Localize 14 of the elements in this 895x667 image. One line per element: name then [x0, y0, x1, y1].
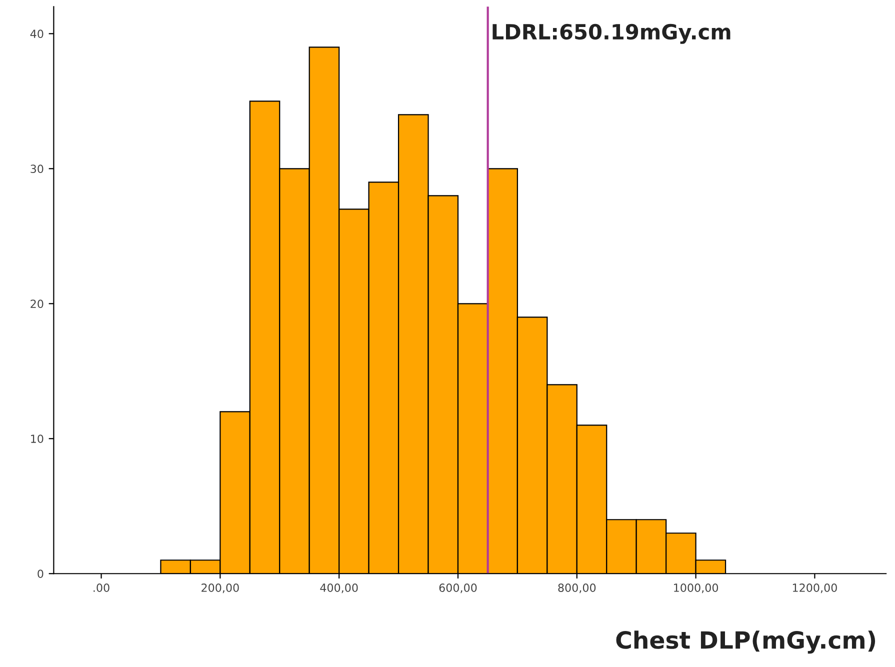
x-tick-label: 800,00	[558, 584, 596, 594]
ref-line-label: LDRL:650.19mGy.cm	[492, 24, 730, 44]
y-tick-label: 10	[31, 434, 44, 444]
y-tick-label: 20	[30, 300, 44, 308]
x-tick-label: 400,00	[320, 584, 358, 594]
x-tick-label: 1200,00	[792, 584, 837, 594]
x-tick-label: 1000,00	[674, 584, 718, 594]
x-tick-label: .00	[94, 584, 110, 592]
y-tick-label: 40	[30, 30, 44, 38]
x-axis-title: Chest DLP(mGy.cm)	[616, 630, 876, 654]
y-tick-label: 0	[38, 570, 44, 578]
x-tick-label: 200,00	[202, 584, 239, 594]
x-tick-label: 600,00	[439, 584, 477, 594]
y-tick-label: 30	[30, 164, 44, 174]
